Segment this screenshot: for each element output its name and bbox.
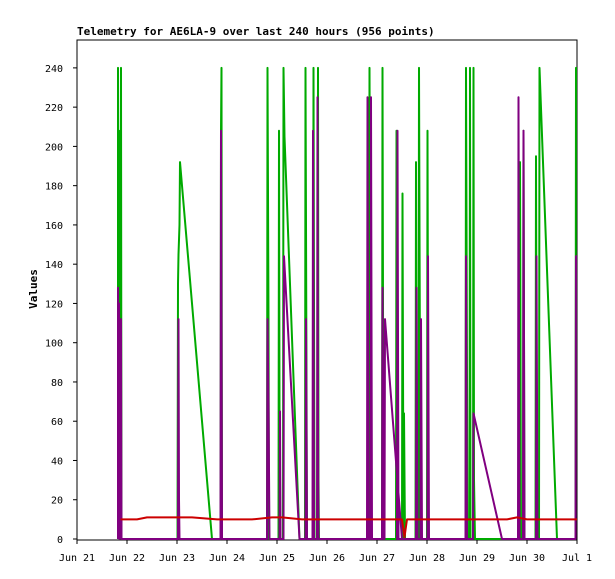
y-tick-label: 100 [45, 339, 63, 350]
y-tick-label: 80 [51, 378, 63, 389]
x-tick-label: Jun 26 [309, 553, 345, 564]
y-axis-ticks: 0 20 40 60 80 100 120 140 160 180 200 220 240 [45, 64, 77, 546]
series-line-0 [117, 66, 577, 540]
x-tick-label: Jun 21 [59, 553, 95, 564]
series-line-2 [120, 516, 577, 538]
x-tick-label: Jun 27 [359, 553, 395, 564]
y-tick-label: 200 [45, 142, 63, 153]
series-layer [117, 66, 577, 540]
y-axis-label: Values [27, 269, 40, 309]
y-tick-label: 240 [45, 64, 63, 75]
y-tick-label: 140 [45, 260, 63, 271]
x-tick-label: Jun 30 [509, 553, 545, 564]
y-tick-label: 40 [51, 456, 63, 467]
x-axis-ticks: Jun 21 Jun 22 Jun 23 Jun 24 Jun 25 Jun 26 Jun … [59, 540, 592, 564]
x-tick-label: Jun 22 [109, 553, 145, 564]
plot-frame [76, 39, 578, 541]
chart-title: Telemetry for AE6LA-9 over last 240 hour… [77, 25, 435, 38]
series-line-1 [117, 96, 577, 540]
x-tick-label: Jun 23 [159, 553, 195, 564]
x-tick-label: Jul 1 [562, 553, 592, 564]
y-tick-label: 120 [45, 299, 63, 310]
x-tick-label: Jun 28 [409, 553, 445, 564]
y-tick-label: 220 [45, 103, 63, 114]
y-tick-label: 20 [51, 496, 63, 507]
y-tick-label: 0 [57, 535, 63, 546]
y-tick-label: 160 [45, 221, 63, 232]
x-tick-label: Jun 25 [259, 553, 295, 564]
y-tick-label: 60 [51, 417, 63, 428]
y-tick-label: 180 [45, 182, 63, 193]
x-tick-label: Jun 29 [459, 553, 495, 564]
x-tick-label: Jun 24 [209, 553, 245, 564]
